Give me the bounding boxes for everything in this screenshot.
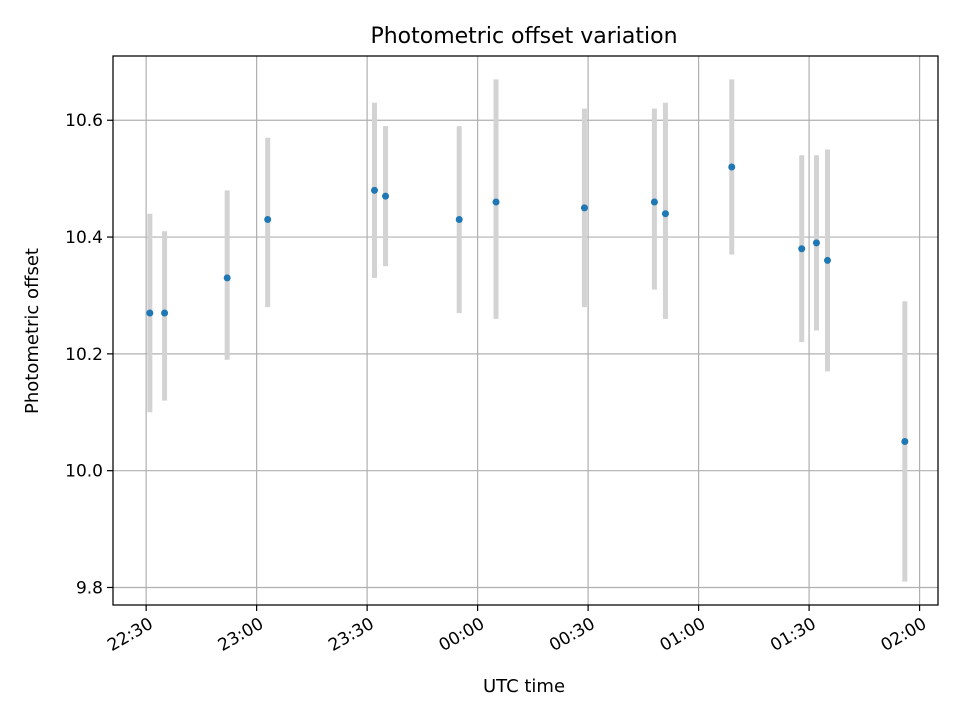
- data-point: [901, 437, 909, 445]
- data-point: [661, 210, 669, 218]
- data-point: [161, 309, 169, 317]
- x-tick-label: 00:00: [436, 614, 488, 656]
- data-points: [146, 163, 909, 445]
- data-point: [264, 216, 272, 224]
- y-axis-label: Photometric offset: [22, 248, 43, 414]
- data-point: [580, 204, 588, 212]
- x-tick-label: 22:30: [104, 614, 156, 656]
- x-axis: 22:30 23:00 23:30 00:00 00:30 01:00 01:30 02:00: [104, 605, 930, 656]
- y-tick-label: 10.6: [65, 111, 103, 131]
- y-tick-label: 10.2: [65, 345, 103, 365]
- x-tick-label: 23:30: [325, 614, 377, 656]
- data-point: [370, 186, 378, 194]
- data-point: [455, 216, 463, 224]
- data-point: [798, 245, 806, 253]
- data-point: [728, 163, 736, 171]
- x-tick-label: 01:30: [767, 614, 819, 656]
- y-tick-label: 10.4: [65, 228, 103, 248]
- plot-frame: [112, 55, 939, 606]
- data-point: [382, 192, 390, 200]
- x-tick-label: 02:00: [878, 614, 930, 656]
- data-point: [824, 256, 832, 264]
- chart-title: Photometric offset variation: [370, 24, 677, 49]
- x-axis-label: UTC time: [483, 676, 565, 697]
- y-tick-label: 9.8: [76, 578, 103, 598]
- error-bars: [147, 79, 908, 582]
- data-point: [146, 309, 154, 317]
- y-tick-label: 10.0: [65, 462, 103, 482]
- data-point: [812, 239, 820, 247]
- data-point: [223, 274, 231, 282]
- x-tick-label: 00:30: [546, 614, 598, 656]
- data-point: [492, 198, 500, 206]
- data-point: [650, 198, 658, 206]
- x-tick-label: 23:00: [215, 614, 267, 656]
- x-tick-label: 01:00: [657, 614, 709, 656]
- grid: [113, 56, 938, 605]
- y-axis: 9.8 10.0 10.2 10.4 10.6: [65, 111, 113, 598]
